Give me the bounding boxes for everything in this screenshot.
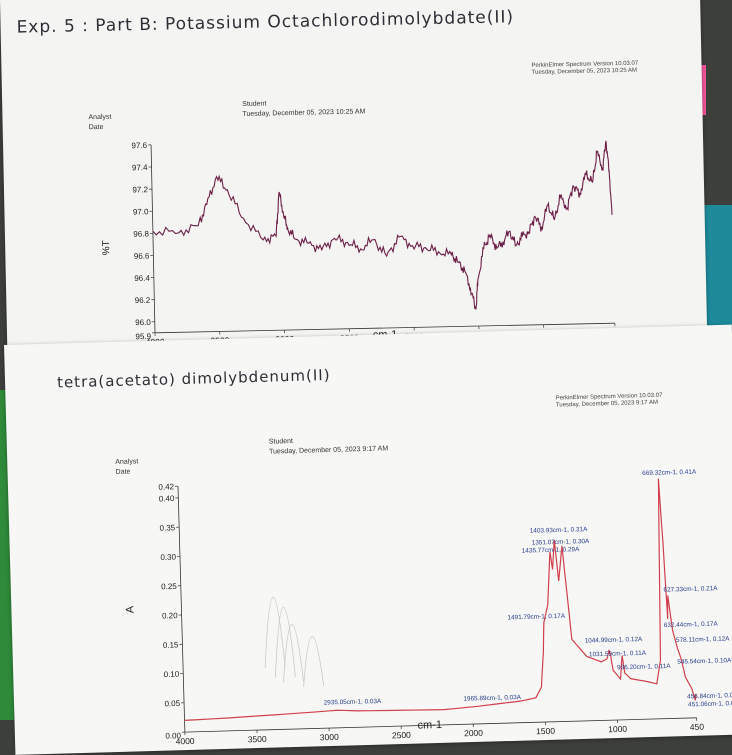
y-tick-label: 96.2 [135,296,151,305]
peak-label: 1403.93cm-1, 0.31A [530,526,588,535]
y-tick-label: 0.30 [160,553,176,562]
chart1-axes [151,135,615,333]
x-tick-label: 1500 [536,726,555,737]
chart1-ticks: 400035003000250020001500100045095.996.09… [131,131,622,347]
chart1-spectrum-line [151,141,614,316]
peak-label: 669.32cm-1, 0.41A [642,469,697,478]
y-tick-label: 0.25 [161,582,177,591]
peak-label: 1965.89cm-1, 0.03A [463,694,521,703]
peak-label: 936.20cm-1, 0.11A [617,663,671,672]
chart2-x-axis-label: cm-1 [417,719,442,732]
y-tick-label: 95.9 [135,332,151,341]
chart2-y-axis-label: A [124,605,136,613]
peak-label: 627.33cm-1, 0.21A [663,585,718,594]
peak-label: 1044.99cm-1, 0.12A [585,636,643,645]
y-tick-label: 0.10 [164,670,180,679]
ir-transmittance-chart: 400035003000250020001500100045095.996.09… [0,0,708,372]
peak-label: 456.84cm-1, 0.03A [687,692,732,701]
chart1-y-axis-label: %T [101,240,112,255]
y-tick-label: 96.0 [135,318,151,327]
y-tick-label: 97.2 [132,185,148,194]
chart2-bleedthrough [263,596,323,688]
peak-label: 632.44cm-1, 0.17A [664,621,719,630]
peak-label: 451.06cm-1, 0.03A [688,700,732,709]
bleed-through-mark [302,636,323,687]
peak-label: 1491.79cm-1, 0.17A [507,613,565,622]
y-tick-label: 97.0 [133,207,149,216]
y-axis-line [151,145,155,333]
peak-label: 1031.59cm-1, 0.11A [589,650,647,659]
spectrum-sheet-2: tetra(acetato) dimolybdenum(II) Analyst … [4,325,732,755]
x-tick-label: 3500 [248,734,267,745]
peak-label: 545.54cm-1, 0.10A [677,657,732,666]
y-tick-label: 0.00 [165,731,181,740]
y-tick-label: 97.4 [132,163,148,172]
peak-label: 2935.05cm-1, 0.03A [324,698,382,707]
x-tick-label: 2500 [392,730,411,741]
y-tick-label: 0.20 [162,611,178,620]
chart2-spectrum-line [178,478,696,721]
y-axis-line [178,486,185,732]
y-tick-label: 97.6 [131,141,147,150]
y-tick-label: 0.05 [164,699,180,708]
bleed-through-mark [263,597,285,668]
y-tick-label: 96.6 [134,252,150,261]
x-tick-label: 3000 [320,732,339,743]
peak-label: 1435.77cm-1, 0.29A [522,546,580,555]
peak-label: 1351.07cm-1, 0.30A [532,538,590,547]
y-tick-label: 96.8 [133,229,149,238]
chart2-peak-labels: 2935.05cm-1, 0.03A 1965.89cm-1, 0.03A 1491… [317,468,732,719]
y-tick-label: 0.42 [158,482,174,491]
y-tick-label: 0.15 [163,640,179,649]
x-tick-label: 450 [690,722,705,732]
peak-label: 578.11cm-1, 0.12A [676,636,730,645]
y-tick-label: 0.35 [159,523,175,532]
chart2-axes [178,472,697,732]
x-tick-label: 1000 [608,724,627,735]
x-tick-label: 2000 [464,728,483,739]
y-tick-label: 96.4 [134,274,150,283]
spectrum-sheet-1: Exp. 5 : Part B: Potassium Octachlorodim… [0,0,708,372]
y-tick-label: 0.40 [159,494,175,503]
